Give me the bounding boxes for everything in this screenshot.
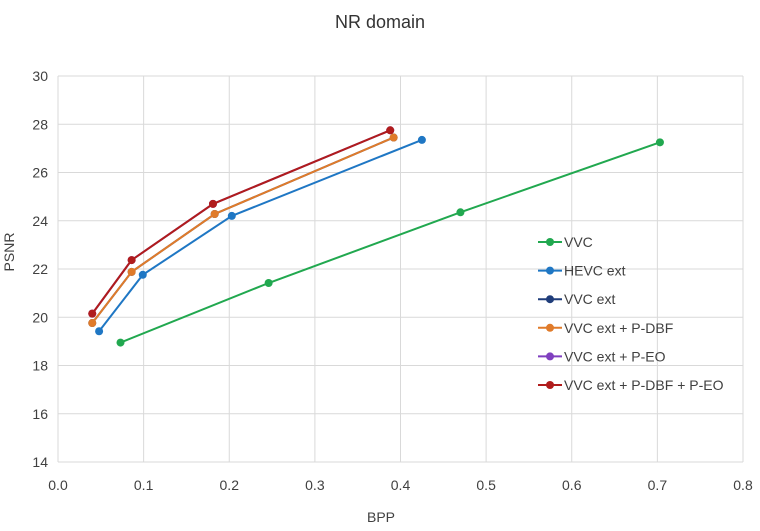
data-point	[386, 126, 395, 135]
legend-label: VVC	[564, 234, 593, 250]
data-point	[127, 256, 136, 265]
x-tick-labels: 0.0 0.1 0.2 0.3 0.4 0.5 0.6 0.7 0.8	[48, 477, 753, 493]
x-tick-label: 0.3	[305, 477, 325, 493]
legend-label: VVC ext	[564, 291, 615, 307]
y-tick-label: 24	[32, 213, 48, 229]
series-0	[116, 138, 664, 347]
legend-item: VVC ext + P-DBF	[538, 320, 673, 336]
legend-item: VVC ext + P-DBF + P-EO	[538, 377, 724, 393]
y-tick-label: 18	[32, 358, 48, 374]
legend-label: VVC ext + P-EO	[564, 348, 666, 364]
series-5	[88, 126, 395, 318]
legend-label: VVC ext + P-DBF + P-EO	[564, 377, 724, 393]
legend-marker	[546, 352, 554, 361]
y-tick-label: 14	[32, 454, 48, 470]
data-point	[227, 211, 236, 220]
data-point	[116, 338, 125, 347]
legend-item: VVC ext	[538, 291, 615, 307]
data-point	[264, 278, 273, 287]
grid	[57, 75, 744, 463]
y-tick-label: 30	[32, 68, 48, 84]
y-axis-label: PSNR	[1, 233, 17, 272]
chart-title: NR domain	[335, 12, 425, 32]
legend-marker	[546, 295, 554, 304]
legend-item: VVC ext + P-EO	[538, 348, 666, 364]
legend-marker	[546, 266, 554, 275]
data-point	[210, 209, 219, 218]
data-point	[208, 199, 217, 208]
x-tick-label: 0.5	[476, 477, 496, 493]
y-tick-label: 28	[32, 116, 48, 132]
series-line	[91, 129, 391, 315]
series-line	[91, 136, 394, 324]
legend-marker	[546, 238, 554, 246]
data-point	[417, 135, 426, 144]
y-tick-label: 16	[32, 406, 48, 422]
legend-marker	[546, 323, 554, 332]
series-line	[98, 138, 423, 332]
data-point	[655, 138, 664, 147]
series-line	[120, 141, 661, 344]
data-point	[138, 270, 147, 279]
legend-marker	[546, 381, 554, 389]
y-tick-label: 22	[32, 261, 48, 277]
data-point	[127, 267, 136, 276]
x-tick-label: 0.2	[220, 477, 240, 493]
x-tick-label: 0.6	[562, 477, 582, 493]
data-point	[95, 327, 104, 336]
data-point	[88, 319, 97, 328]
y-tick-label: 26	[32, 165, 48, 181]
series-4	[88, 126, 395, 318]
x-axis-label: BPP	[367, 509, 395, 525]
x-tick-label: 0.8	[733, 477, 753, 493]
y-tick-labels: 14 16 18 20 22 24 26 28 30	[32, 68, 48, 470]
series-3	[88, 133, 398, 328]
x-tick-label: 0.1	[134, 477, 154, 493]
series-line	[91, 136, 394, 324]
legend-label: VVC ext + P-DBF	[564, 320, 673, 336]
legend-item: HEVC ext	[538, 263, 626, 279]
legend-item: VVC	[538, 234, 593, 250]
x-tick-label: 0.4	[391, 477, 411, 493]
x-tick-label: 0.0	[48, 477, 68, 493]
legend: VVC HEVC ext VVC ext VVC ext + P-DBF VVC ext…	[538, 234, 724, 393]
data-point	[389, 133, 398, 142]
x-tick-label: 0.7	[648, 477, 668, 493]
series-2	[88, 133, 398, 328]
y-tick-label: 20	[32, 309, 48, 325]
data-point	[456, 208, 465, 217]
data-point	[88, 309, 97, 318]
series-1	[95, 135, 426, 336]
legend-label: HEVC ext	[564, 263, 626, 279]
series-group	[88, 126, 664, 347]
